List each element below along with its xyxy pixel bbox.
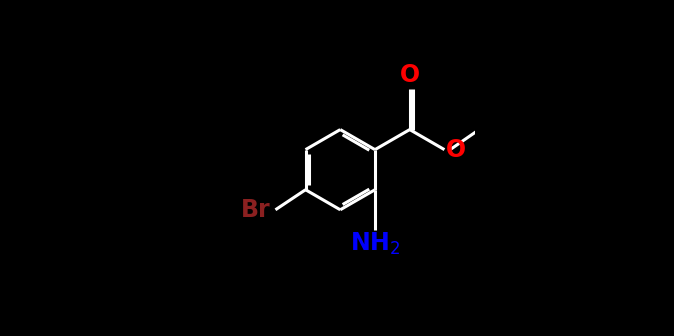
Text: O: O (446, 138, 466, 162)
Text: Br: Br (241, 198, 271, 222)
Text: O: O (400, 63, 420, 87)
Text: NH$_2$: NH$_2$ (350, 231, 400, 257)
